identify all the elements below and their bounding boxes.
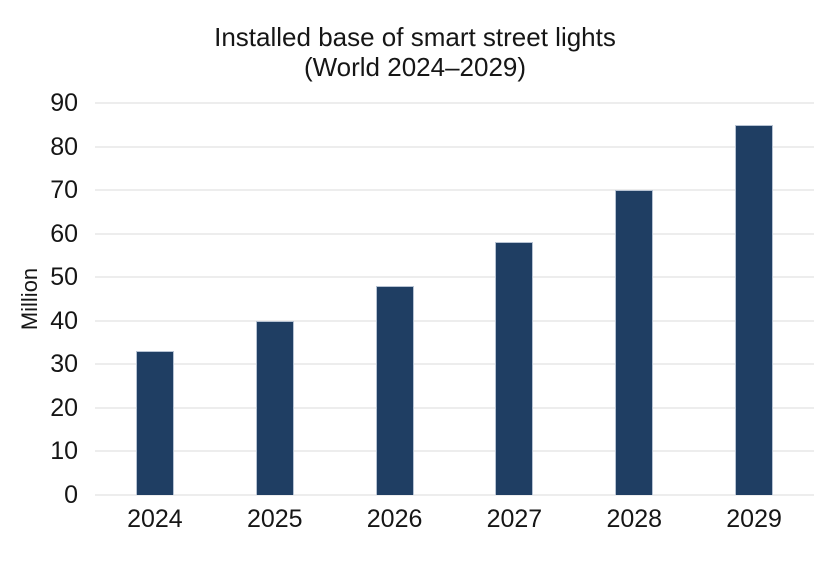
gridline-60 — [95, 232, 814, 235]
gridline-0 — [95, 494, 814, 496]
x-tick-label-2029: 2029 — [726, 505, 782, 533]
y-tick-label-80: 80 — [50, 132, 78, 161]
x-tick-label-2025: 2025 — [246, 505, 303, 533]
chart-title: Installed base of smart street lights (W… — [0, 22, 830, 82]
bar-2026 — [375, 285, 414, 495]
y-tick-label-40: 40 — [50, 306, 78, 335]
x-tick-label-2027: 2027 — [486, 505, 543, 533]
chart-title-line1: Installed base of smart street lights — [214, 22, 616, 52]
x-tick-label-2024: 2024 — [127, 505, 183, 533]
y-tick-label-20: 20 — [50, 393, 78, 422]
y-tick-label-90: 90 — [50, 89, 78, 117]
gridline-30 — [95, 363, 814, 366]
gridline-70 — [95, 189, 814, 192]
bar-2028 — [615, 190, 654, 495]
bar-2024 — [135, 351, 174, 495]
bar-2025 — [255, 320, 294, 495]
y-tick-label-10: 10 — [50, 437, 78, 466]
bar-2027 — [495, 242, 534, 495]
gridline-80 — [95, 145, 814, 148]
y-tick-label-70: 70 — [50, 176, 78, 205]
bar-2029 — [735, 124, 774, 495]
chart-title-line2: (World 2024–2029) — [303, 52, 527, 82]
y-tick-label-60: 60 — [50, 219, 78, 248]
gridline-90 — [95, 102, 814, 104]
y-tick-label-50: 50 — [50, 263, 78, 292]
gridline-20 — [95, 406, 814, 409]
y-tick-label-0: 0 — [64, 481, 78, 509]
gridline-50 — [95, 276, 814, 279]
gridline-40 — [95, 319, 814, 322]
x-tick-label-2026: 2026 — [366, 505, 423, 533]
y-tick-label-30: 30 — [50, 350, 78, 379]
gridline-10 — [95, 450, 814, 453]
plot-area — [95, 102, 814, 496]
x-tick-label-2028: 2028 — [606, 505, 663, 533]
